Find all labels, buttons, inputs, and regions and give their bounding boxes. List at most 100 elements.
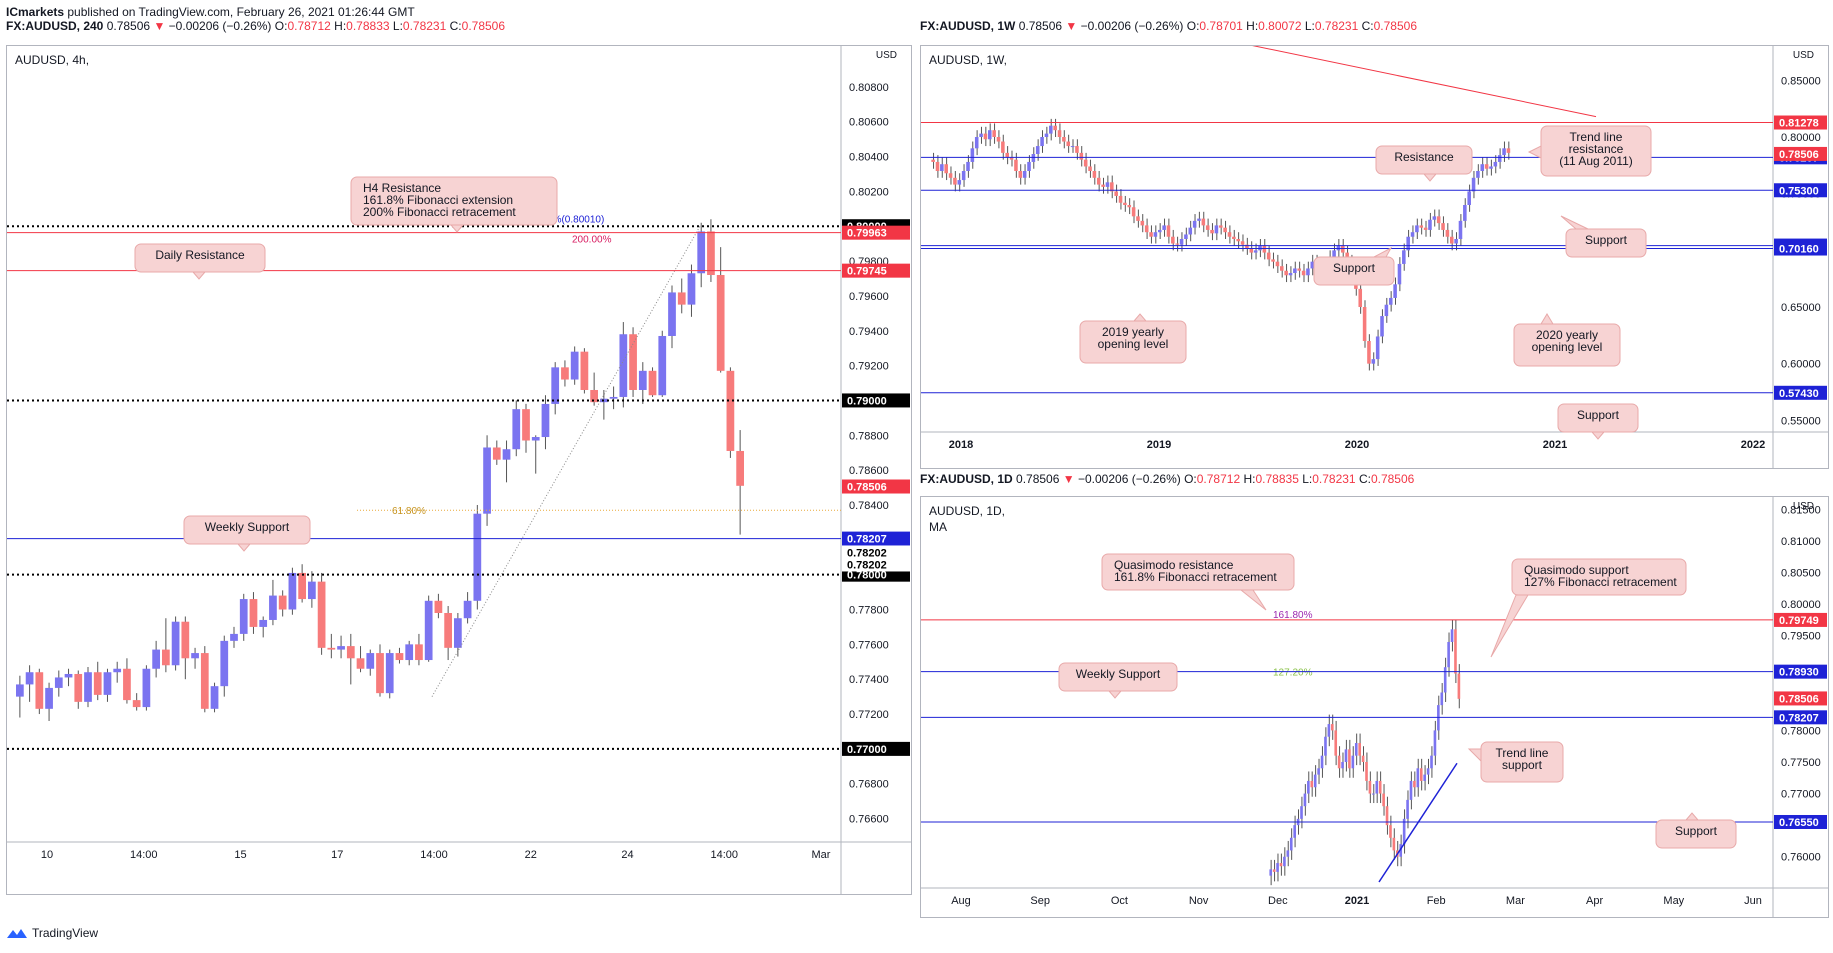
- candle-body[interactable]: [1344, 749, 1348, 762]
- candle-body[interactable]: [356, 658, 365, 669]
- candle-body[interactable]: [687, 273, 696, 305]
- candle-body[interactable]: [1419, 768, 1423, 781]
- candle-body[interactable]: [1467, 191, 1471, 205]
- callout-weekly-support-bottom[interactable]: Support: [1557, 403, 1639, 440]
- candle-body[interactable]: [35, 672, 44, 709]
- candle-body[interactable]: [1044, 133, 1049, 137]
- candle-body[interactable]: [64, 673, 73, 678]
- candle-body[interactable]: [210, 686, 219, 709]
- candle-body[interactable]: [171, 621, 180, 666]
- candle-body[interactable]: [1075, 146, 1079, 153]
- candle-body[interactable]: [541, 403, 550, 438]
- callout-daily-support-bottom[interactable]: Support: [1655, 812, 1737, 849]
- candle-body[interactable]: [1361, 755, 1365, 762]
- candle-body[interactable]: [152, 649, 160, 669]
- candle-body[interactable]: [1440, 692, 1444, 706]
- candle-body[interactable]: [308, 581, 316, 600]
- candle-body[interactable]: [726, 370, 735, 451]
- candle-body[interactable]: [1358, 743, 1361, 756]
- candle-body[interactable]: [1053, 125, 1057, 131]
- candle-body[interactable]: [1310, 261, 1315, 269]
- candle-body[interactable]: [1392, 837, 1396, 851]
- candle-body[interactable]: [1447, 641, 1450, 668]
- candle-body[interactable]: [1300, 806, 1303, 819]
- candle-body[interactable]: [1402, 250, 1406, 264]
- candle-body[interactable]: [1079, 152, 1084, 160]
- candle-body[interactable]: [1301, 270, 1306, 276]
- candle-body[interactable]: [716, 275, 725, 371]
- candle-body[interactable]: [1337, 755, 1341, 769]
- candle-body[interactable]: [609, 396, 618, 399]
- h4-chart-panel[interactable]: AUDUSD, 4h, USD 0.80800 0.80600 0.80400 0.802…: [6, 45, 912, 895]
- candle-body[interactable]: [1423, 774, 1426, 781]
- candle-body[interactable]: [1476, 171, 1480, 178]
- candle-body[interactable]: [1327, 724, 1331, 737]
- candle-body[interactable]: [230, 633, 238, 641]
- candle-body[interactable]: [473, 513, 482, 601]
- candle-body[interactable]: [1205, 225, 1210, 230]
- candle-body[interactable]: [162, 649, 170, 666]
- candle-body[interactable]: [1367, 341, 1371, 364]
- candle-body[interactable]: [1070, 146, 1075, 148]
- candle-body[interactable]: [1341, 245, 1345, 253]
- callout-weekly-resistance[interactable]: Resistance: [1375, 145, 1473, 182]
- candle-body[interactable]: [1140, 220, 1145, 226]
- candle-body[interactable]: [1289, 837, 1293, 851]
- candle-body[interactable]: [1471, 177, 1476, 192]
- candle-body[interactable]: [1493, 161, 1498, 167]
- candle-body[interactable]: [1432, 216, 1437, 220]
- weekly-chart-svg[interactable]: AUDUSD, 1W,USD0.850000.800000.750000.650…: [921, 46, 1828, 468]
- candle-body[interactable]: [1388, 297, 1393, 305]
- candle-body[interactable]: [1210, 229, 1214, 234]
- candle-body[interactable]: [1018, 171, 1023, 178]
- candle-body[interactable]: [512, 409, 521, 450]
- candle-body[interactable]: [1397, 263, 1402, 285]
- candle-body[interactable]: [1463, 205, 1467, 221]
- publisher-name[interactable]: ICmarkets: [6, 5, 65, 19]
- candle-body[interactable]: [346, 646, 355, 659]
- candle-body[interactable]: [1426, 768, 1430, 775]
- candle-body[interactable]: [531, 437, 540, 441]
- candle-body[interactable]: [1375, 780, 1379, 794]
- candle-body[interactable]: [220, 640, 229, 687]
- candle-body[interactable]: [1009, 157, 1014, 160]
- candle-body[interactable]: [317, 581, 326, 648]
- candle-body[interactable]: [1101, 184, 1105, 187]
- candle-body[interactable]: [1197, 218, 1201, 221]
- candle-body[interactable]: [239, 599, 248, 634]
- candle-body[interactable]: [492, 447, 501, 460]
- candle-body[interactable]: [953, 177, 957, 185]
- candle-body[interactable]: [1428, 219, 1432, 230]
- candle-body[interactable]: [1358, 288, 1363, 307]
- candle-body[interactable]: [1406, 236, 1410, 251]
- candle-body[interactable]: [1127, 205, 1132, 208]
- callout-weekly-support-left[interactable]: Support: [1313, 246, 1395, 286]
- candle-body[interactable]: [1365, 761, 1368, 781]
- candle-body[interactable]: [434, 600, 443, 613]
- trend-line-resistance[interactable]: [1216, 46, 1597, 118]
- candle-body[interactable]: [1049, 125, 1053, 134]
- candle-body[interactable]: [1144, 225, 1149, 233]
- candle-body[interactable]: [935, 161, 940, 171]
- candle-body[interactable]: [1153, 232, 1158, 237]
- candle-body[interactable]: [1171, 236, 1175, 244]
- candle-body[interactable]: [84, 672, 92, 702]
- candle-body[interactable]: [638, 370, 647, 390]
- candle-body[interactable]: [1266, 252, 1271, 260]
- candle-body[interactable]: [123, 668, 131, 701]
- candle-body[interactable]: [1313, 774, 1317, 788]
- candle-body[interactable]: [1276, 863, 1279, 872]
- candle-body[interactable]: [1502, 148, 1506, 156]
- candle-body[interactable]: [1214, 225, 1219, 234]
- candle-body[interactable]: [385, 653, 394, 694]
- candle-body[interactable]: [74, 673, 83, 702]
- candle-body[interactable]: [415, 644, 423, 661]
- candle-body[interactable]: [1175, 243, 1179, 245]
- candle-body[interactable]: [1288, 273, 1293, 276]
- candle-body[interactable]: [269, 595, 277, 620]
- candle-body[interactable]: [249, 599, 258, 627]
- candle-body[interactable]: [940, 164, 944, 171]
- candle-body[interactable]: [561, 367, 569, 380]
